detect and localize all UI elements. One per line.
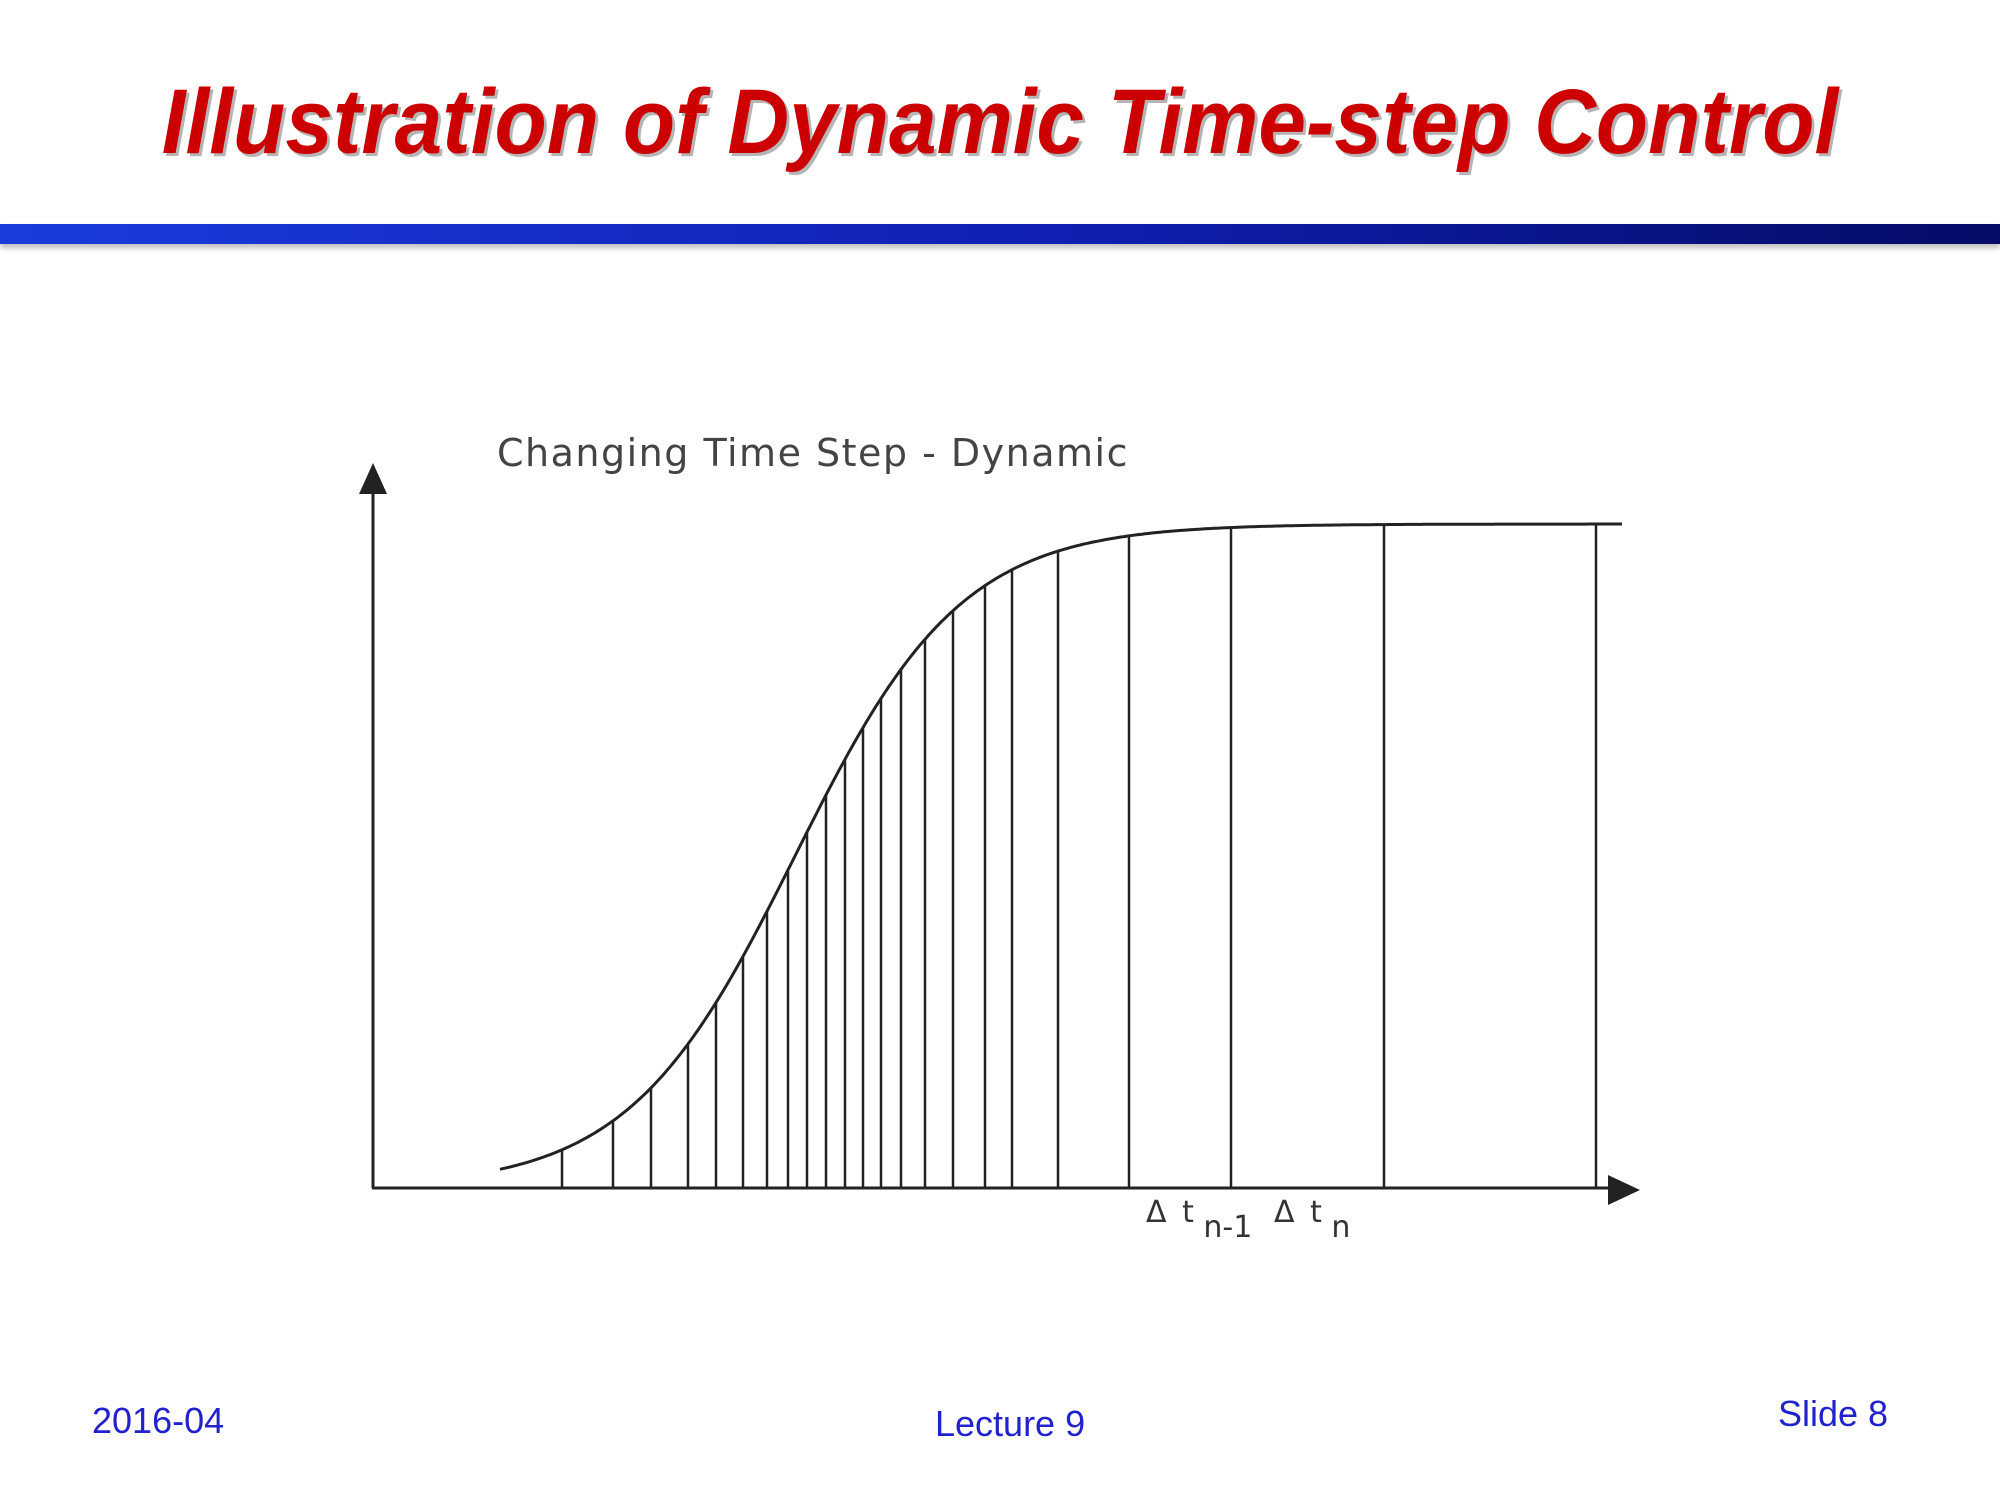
delta-symbol: Δ bbox=[1274, 1195, 1295, 1230]
x-axis-arrow bbox=[1608, 1175, 1640, 1205]
subscript-n-minus-1: n-1 bbox=[1203, 1210, 1252, 1245]
delta-t-n-minus-1-label: Δ t n-1 bbox=[1146, 1195, 1252, 1245]
delta-t-n-label: Δ t n bbox=[1274, 1195, 1350, 1245]
slide-title: Illustration of Dynamic Time-step Contro… bbox=[161, 71, 1839, 173]
footer-date: 2016-04 bbox=[92, 1400, 225, 1441]
y-axis-arrow bbox=[359, 463, 387, 494]
s-curve bbox=[499, 522, 1622, 1171]
title-rule bbox=[0, 224, 2000, 244]
delta-symbol: Δ bbox=[1146, 1195, 1167, 1230]
time-step-lines bbox=[560, 524, 1598, 1188]
t-symbol: t bbox=[1182, 1195, 1194, 1230]
footer-slide: Slide 8 bbox=[1778, 1393, 1889, 1434]
diagram-label: Changing Time Step - Dynamic bbox=[497, 431, 1129, 475]
footer-lecture: Lecture 9 bbox=[935, 1403, 1086, 1444]
subscript-n: n bbox=[1331, 1210, 1350, 1245]
t-symbol: t bbox=[1310, 1195, 1322, 1230]
